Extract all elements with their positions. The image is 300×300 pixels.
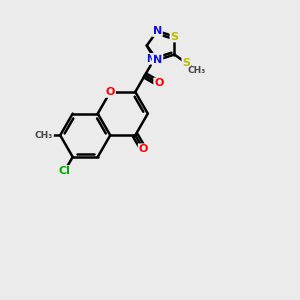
Text: Cl: Cl: [59, 166, 70, 176]
Text: O: O: [154, 79, 164, 88]
Text: S: S: [182, 58, 190, 68]
Text: O: O: [139, 144, 148, 154]
Text: S: S: [170, 32, 178, 41]
Text: N: N: [153, 26, 162, 36]
Text: NH: NH: [146, 54, 163, 64]
Text: CH₃: CH₃: [188, 67, 206, 76]
Text: N: N: [153, 55, 162, 65]
Text: CH₃: CH₃: [35, 131, 53, 140]
Text: O: O: [106, 87, 115, 97]
